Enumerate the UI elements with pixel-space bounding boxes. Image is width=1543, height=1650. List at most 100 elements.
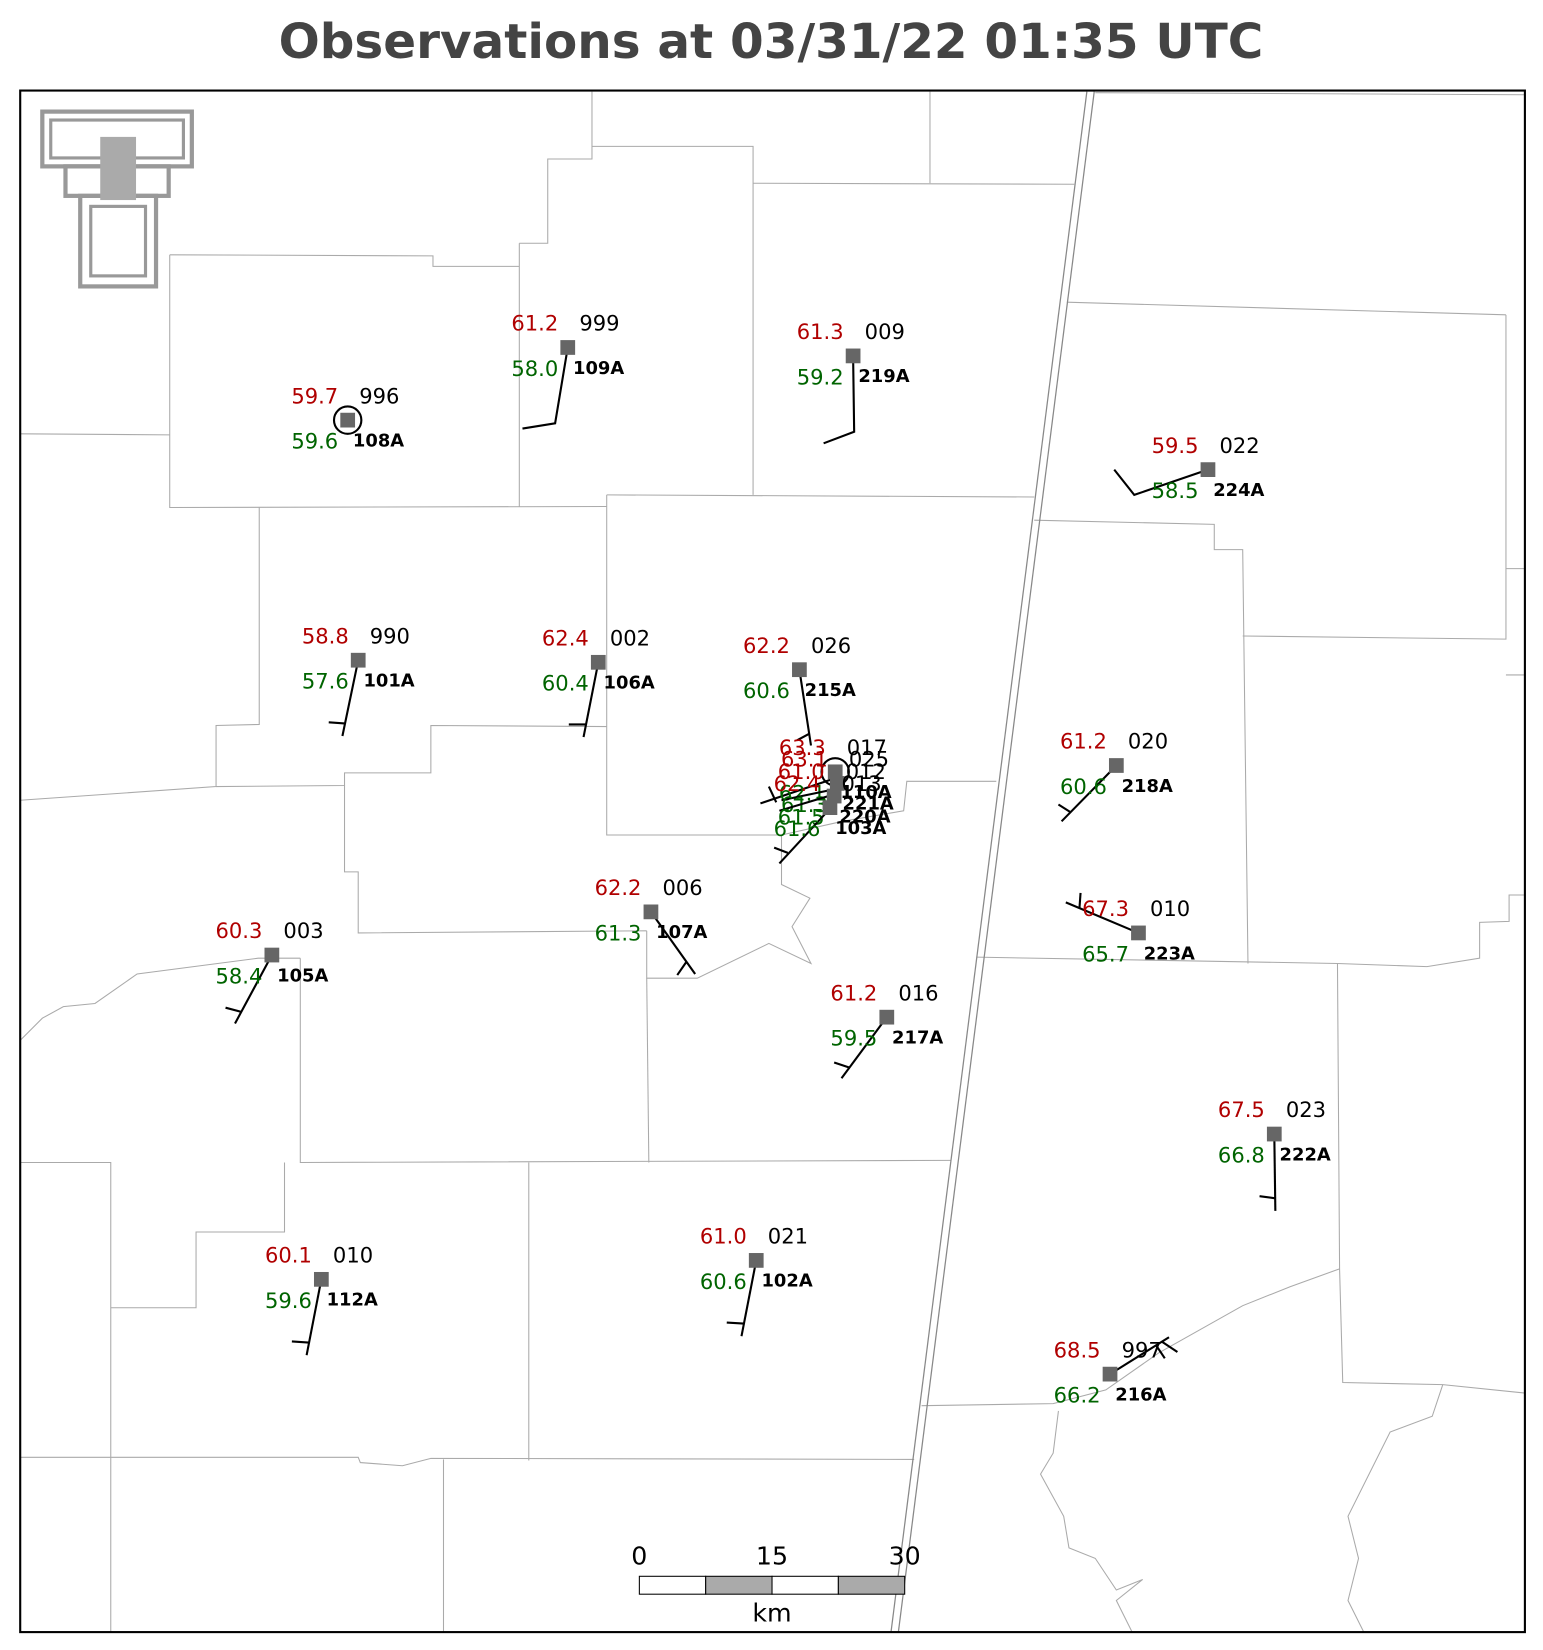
wind-barb (1057, 803, 1071, 813)
pressure: 025 (849, 747, 889, 772)
wind-barb (328, 721, 345, 725)
station-marker (827, 764, 843, 780)
pressure: 013 (842, 771, 882, 796)
wind-barb (1060, 764, 1118, 823)
wind-barb (1065, 901, 1139, 934)
pressure: 006 (663, 875, 703, 900)
station-marker (845, 348, 861, 364)
temperature: 61.0 (700, 1224, 747, 1249)
dewpoint: 66.2 (1054, 1383, 1101, 1408)
wind-barb (676, 960, 688, 976)
wind-barb (798, 669, 813, 746)
station: 62.2 026 60.6 215A (743, 633, 856, 746)
dewpoint: 58.5 (1152, 478, 1199, 503)
station: 58.8 990 57.6 101A (302, 623, 415, 737)
wind-barb (796, 732, 810, 742)
station-id: 216A (1115, 1384, 1166, 1405)
title: Observations at 03/31/22 01:35 UTC (279, 14, 1264, 70)
station: 62.2 006 61.3 107A (595, 875, 708, 976)
station-marker (792, 662, 807, 678)
station-id: 220A (839, 806, 890, 827)
dewpoint: 60.6 (1060, 774, 1107, 799)
station: 61.2 016 59.5 217A (830, 980, 943, 1079)
scale-unit: km (752, 1599, 791, 1628)
station: 61.0 012 61.5 220A (778, 759, 891, 829)
wind-barb (781, 788, 833, 802)
dewpoint: 65.7 (1082, 941, 1129, 966)
wind-barb (341, 659, 360, 737)
wind-barb (650, 911, 697, 975)
station: 68.5 997 66.2 216A (1054, 1336, 1179, 1408)
station-id: 109A (573, 358, 624, 379)
temperature: 61.2 (1060, 729, 1107, 754)
pressure: 016 (898, 980, 938, 1005)
station-id: 217A (892, 1027, 943, 1048)
station-id: 219A (858, 366, 909, 387)
station: 60.3 003 58.4 105A (216, 918, 328, 1024)
station-id: 221A (843, 794, 894, 815)
station-id: 107A (656, 922, 707, 943)
pressure: 010 (333, 1243, 373, 1268)
station-marker (1108, 758, 1124, 773)
station-marker (1266, 1126, 1282, 1142)
station-marker (643, 904, 659, 920)
station-marker (590, 654, 606, 670)
station-marker (829, 776, 845, 791)
wind-barb (225, 1006, 242, 1013)
pressure: 003 (283, 918, 323, 943)
wind-barb (1113, 468, 1209, 497)
county-lines (19, 91, 1525, 1633)
pressure: 010 (1150, 896, 1190, 921)
station-marker (1131, 925, 1146, 941)
temperature: 62.4 (542, 625, 589, 650)
wind-barb (1078, 892, 1082, 908)
station-id: 223A (1144, 943, 1195, 964)
station-id: 215A (805, 680, 856, 701)
pressure: 026 (811, 633, 851, 658)
station: 61.3 009 59.2 219A (797, 319, 910, 445)
wind-barb (1109, 1336, 1170, 1376)
wind-barb (773, 846, 789, 854)
logo (40, 109, 194, 289)
pressure: 020 (1128, 729, 1168, 754)
temperature: 61.2 (511, 311, 558, 336)
temperature: 67.3 (1082, 896, 1129, 921)
station-id: 105A (277, 965, 328, 986)
wind-barb (833, 1061, 851, 1069)
dewpoint: 60.6 (700, 1269, 747, 1294)
temperature: 59.7 (291, 383, 338, 408)
wind-barb (582, 662, 600, 738)
station-id: 106A (604, 673, 655, 694)
wind-barb (305, 1279, 323, 1356)
station-id: 218A (1122, 776, 1173, 797)
calm-circle (332, 405, 363, 435)
dewpoint: 59.6 (265, 1288, 312, 1313)
dewpoint: 58.4 (216, 963, 263, 988)
station-marker (822, 800, 838, 815)
temperature: 61.0 (778, 759, 825, 784)
dewpoint: 61.3 (595, 920, 642, 945)
temperature: 62.4 (774, 771, 821, 796)
temperature: 68.5 (1054, 1337, 1101, 1362)
wind-barb (778, 807, 831, 865)
wind-barb (760, 778, 833, 805)
pressure: 997 (1122, 1337, 1162, 1362)
wind-barb (1155, 1345, 1166, 1359)
pressure: 002 (610, 625, 650, 650)
pressure: 990 (370, 623, 410, 648)
pressure: 999 (579, 311, 619, 336)
station-marker (748, 1253, 764, 1268)
wind-barb (1259, 1195, 1276, 1200)
station-marker (340, 412, 356, 428)
wind-barb (779, 793, 833, 812)
station: 59.5 022 58.5 224A (1113, 433, 1265, 503)
pressure: 012 (846, 759, 886, 784)
dewpoint: 60.4 (542, 671, 589, 696)
temperature: 61.2 (830, 980, 877, 1005)
wind-barb (1161, 1340, 1179, 1353)
dewpoint: 59.6 (291, 429, 338, 454)
temperature: 60.1 (265, 1243, 312, 1268)
dewpoint: 66.8 (1218, 1142, 1265, 1167)
temperature: 67.5 (1218, 1097, 1265, 1122)
stations: 59.7 996 59.6 108A 61.2 999 58.0 109A 61.3 009 59.… (216, 311, 1331, 1408)
